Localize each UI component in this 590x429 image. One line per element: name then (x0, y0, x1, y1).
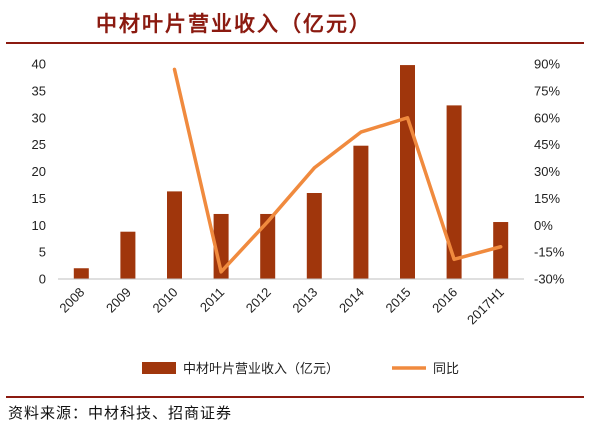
right-tick-label: -15% (534, 245, 565, 260)
x-tick-label: 2016 (429, 285, 460, 316)
legend-bar-label: 中材叶片营业收入（亿元） (183, 362, 339, 377)
x-tick-label: 2012 (243, 285, 274, 316)
right-tick-label: 45% (534, 137, 560, 152)
right-axis-ticks: -30% -15% 0% 15% 30% 45% 60% 75% 90% (534, 57, 565, 287)
x-tick-label: 2014 (336, 285, 367, 316)
left-tick-label: 0 (39, 272, 46, 287)
right-tick-label: 15% (534, 191, 560, 206)
right-tick-label: 0% (534, 218, 553, 233)
bar-2015 (400, 65, 415, 279)
right-tick-label: -30% (534, 272, 565, 287)
x-tick-label: 2009 (103, 285, 134, 316)
chart: 0 5 10 15 20 25 30 35 40 -30% -15% 0% 15% 30% 45% 60% 7… (32, 57, 565, 378)
line-group (172, 67, 503, 274)
right-tick-label: 75% (534, 83, 560, 98)
bar-2016 (446, 105, 462, 279)
left-tick-label: 5 (39, 245, 46, 260)
chart-title: 中材叶片营业收入（亿元） (96, 11, 372, 36)
x-tick-label: 2015 (383, 285, 414, 316)
x-tick-label: 2013 (289, 285, 320, 316)
left-axis-ticks: 0 5 10 15 20 25 30 35 40 (32, 57, 46, 287)
bar-2009 (120, 231, 136, 279)
legend-bar-swatch (142, 362, 176, 374)
bar-2012 (260, 213, 276, 279)
x-tick-label: 2010 (150, 285, 181, 316)
legend: 中材叶片营业收入（亿元） 同比 (142, 362, 459, 377)
right-tick-label: 60% (534, 110, 560, 125)
source-divider (6, 396, 584, 398)
bar-2014 (353, 145, 369, 279)
x-tick-label: 2008 (56, 285, 87, 316)
bars-group (73, 65, 509, 279)
bar-2013 (306, 193, 322, 279)
right-tick-label: 90% (534, 57, 560, 72)
x-tick-label: 2011 (197, 285, 227, 315)
x-tick-label: 2017H1 (464, 285, 507, 328)
title-divider (6, 42, 584, 44)
legend-line-label: 同比 (433, 362, 459, 377)
left-tick-label: 40 (32, 57, 46, 72)
left-tick-label: 15 (32, 191, 46, 206)
bar-2017H1 (493, 222, 509, 279)
left-tick-label: 10 (32, 218, 46, 233)
left-tick-label: 25 (32, 137, 46, 152)
source-note: 资料来源：中材科技、招商证券 (8, 404, 233, 422)
bar-2010 (167, 191, 182, 279)
yoy-line (172, 67, 503, 274)
left-tick-label: 20 (32, 164, 46, 179)
bar-2008 (73, 268, 89, 279)
left-tick-label: 35 (32, 83, 46, 98)
x-axis-ticks: 2008 2009 2010 2011 2012 2013 2014 2015 2016 2017… (56, 285, 506, 328)
left-tick-label: 30 (32, 110, 46, 125)
right-tick-label: 30% (534, 164, 560, 179)
